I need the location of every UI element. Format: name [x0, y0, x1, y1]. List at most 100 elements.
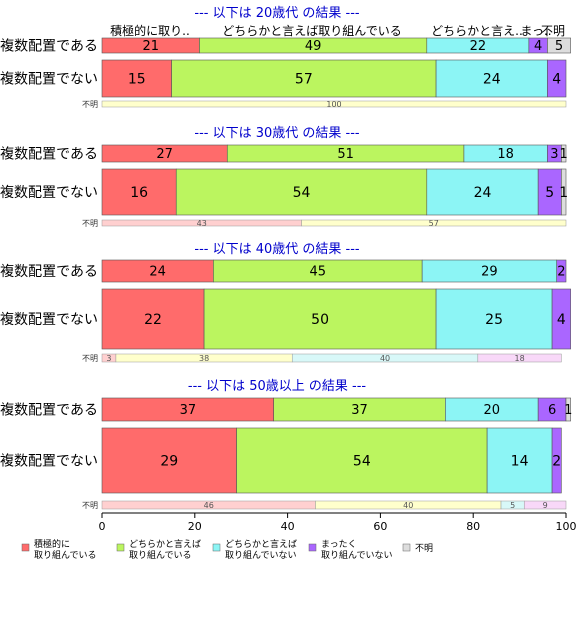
panel-title: --- 以下は 20歳代 の結果 ---: [194, 6, 360, 21]
unknown-label: 不明: [82, 219, 98, 228]
bar-segment: [556, 259, 567, 283]
legend-label: まったく: [321, 539, 357, 550]
data-label: 4: [552, 72, 561, 88]
data-label: 22: [144, 312, 162, 328]
category-label: 複数配置である: [0, 38, 98, 55]
category-label: 複数配置でない: [0, 311, 98, 328]
unknown-value-label: 43: [197, 219, 207, 228]
data-label: 20: [483, 403, 500, 418]
panel-title: --- 以下は 50歳以上 の結果 ---: [188, 379, 367, 394]
data-label: 54: [293, 185, 311, 201]
column-header: まっ..: [520, 24, 551, 38]
data-label: 5: [555, 39, 563, 54]
legend-label: どちらかと言えば: [129, 538, 201, 550]
data-label: 4: [557, 312, 566, 328]
data-label: 2: [557, 265, 565, 280]
data-label: 25: [485, 312, 503, 328]
x-tick-label: 80: [466, 520, 480, 533]
legend-label: 不明: [415, 543, 433, 554]
data-label: 14: [511, 454, 529, 470]
legend-swatch: [116, 543, 125, 552]
category-label: 複数配置である: [0, 146, 98, 163]
unknown-segment: [523, 500, 567, 510]
x-tick-label: 60: [373, 520, 387, 533]
category-label: 複数配置である: [0, 402, 98, 419]
data-label: 18: [497, 147, 514, 162]
unknown-segment: [301, 219, 567, 227]
bar-segment: [561, 144, 567, 163]
panel-title: --- 以下は 40歳代 の結果 ---: [194, 242, 360, 257]
unknown-value-label: 5: [510, 501, 515, 510]
data-label: 15: [128, 72, 146, 88]
data-label: 2: [552, 454, 561, 470]
bar-segment: [547, 59, 567, 98]
unknown-label: 不明: [82, 100, 98, 109]
data-label: 4: [534, 39, 542, 54]
unknown-label: 不明: [82, 354, 98, 363]
category-label: 複数配置である: [0, 263, 98, 280]
data-label: 37: [180, 403, 197, 418]
legend-label: 取り組んでいる: [34, 549, 97, 561]
panel-title: --- 以下は 30歳代 の結果 ---: [194, 126, 360, 141]
data-label: 51: [337, 147, 354, 162]
data-label: 37: [351, 403, 368, 418]
bar-segment: [435, 288, 553, 350]
data-label: 24: [149, 265, 166, 280]
data-label: 5: [545, 185, 554, 201]
data-label: 57: [295, 72, 313, 88]
unknown-value-label: 46: [204, 501, 214, 510]
data-label: 22: [470, 39, 487, 54]
unknown-segment: [101, 100, 567, 108]
data-label: 54: [353, 454, 371, 470]
x-tick-label: 0: [99, 520, 106, 533]
column-header: 積極的に取り..: [110, 23, 190, 38]
legend-label: 取り組んでいる: [129, 549, 192, 561]
unknown-value-label: 57: [429, 219, 439, 228]
legend-swatch: [21, 543, 30, 552]
unknown-value-label: 100: [326, 100, 341, 109]
bar-segment: [236, 427, 488, 494]
column-header: 不明: [541, 24, 565, 38]
data-label: 24: [474, 185, 492, 201]
data-label: 6: [548, 403, 556, 418]
column-header: どちらかと言え..: [431, 24, 523, 38]
unknown-value-label: 9: [543, 501, 548, 510]
data-label: 24: [483, 72, 501, 88]
legend-label: 積極的に: [34, 538, 70, 550]
bar-segment: [561, 168, 567, 216]
bar-segment: [551, 427, 562, 494]
data-label: 16: [130, 185, 148, 201]
data-label: 21: [142, 39, 159, 54]
data-label: 1: [559, 185, 568, 201]
unknown-value-label: 40: [403, 501, 413, 510]
data-label: 29: [160, 454, 178, 470]
bar-segment: [175, 168, 428, 216]
legend-label: 取り組んでいない: [225, 549, 297, 561]
category-label: 複数配置でない: [0, 71, 98, 88]
legend-swatch: [402, 543, 411, 552]
bar-segment: [486, 427, 553, 494]
category-label: 複数配置でない: [0, 184, 98, 201]
bar-segment: [565, 397, 571, 422]
data-label: 29: [481, 265, 498, 280]
data-label: 45: [309, 265, 326, 280]
unknown-value-label: 40: [380, 354, 390, 363]
bar-segment: [551, 288, 571, 350]
legend-label: 取り組んでいない: [321, 549, 393, 561]
unknown-segment: [477, 353, 562, 363]
column-header: どちらかと言えば取り組んでいる: [222, 24, 401, 38]
legend-label: どちらかと言えば: [225, 538, 297, 550]
data-label: 1: [564, 403, 572, 418]
data-label: 27: [156, 147, 173, 162]
data-label: 49: [305, 39, 322, 54]
x-tick-label: 20: [188, 520, 202, 533]
bar-segment: [203, 288, 437, 350]
legend-swatch: [308, 543, 317, 552]
bar-segment: [101, 288, 205, 350]
data-label: 50: [311, 312, 329, 328]
unknown-value-label: 38: [199, 354, 209, 363]
unknown-value-label: 18: [515, 354, 525, 363]
data-label: 1: [560, 147, 568, 162]
